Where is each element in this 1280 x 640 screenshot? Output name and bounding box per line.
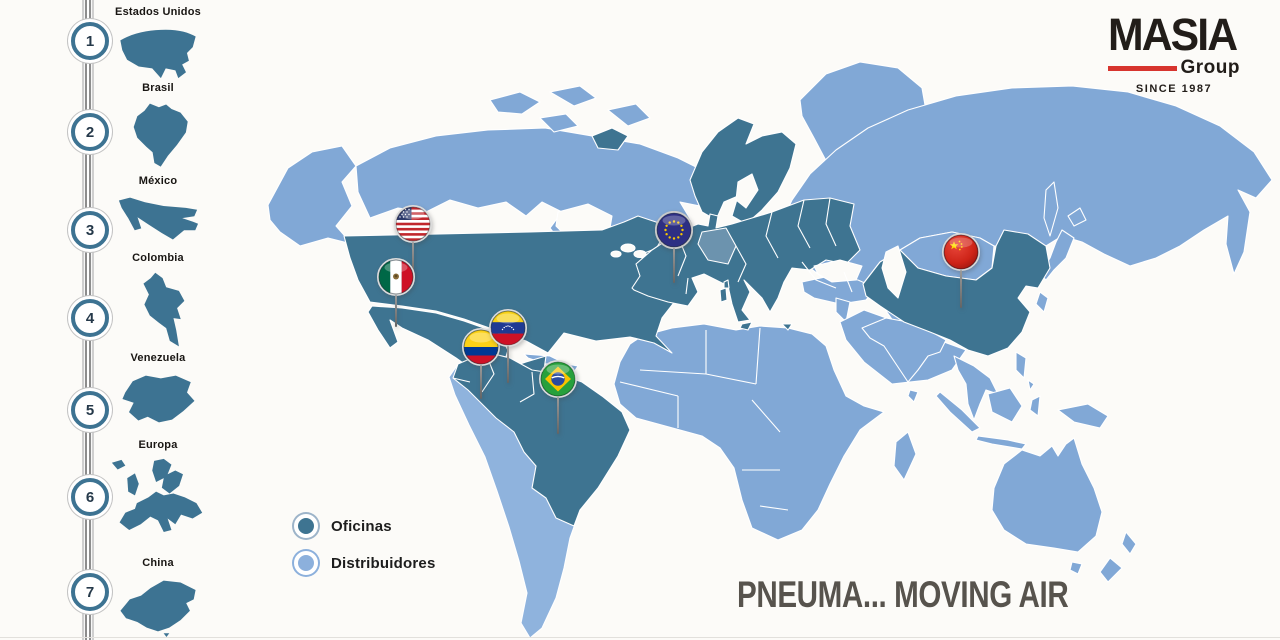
step-7-value: 7 <box>85 583 95 601</box>
logo-since-text: SINCE 1987 <box>1135 83 1213 96</box>
offices-dot-icon <box>294 514 318 538</box>
sidebar-item-china: China <box>106 557 210 637</box>
pin-stick <box>411 242 415 280</box>
silhouette-europa-icon <box>111 458 203 532</box>
map-pin-europa <box>655 211 693 283</box>
step-6-value: 6 <box>85 488 95 506</box>
pin-stick <box>556 397 560 434</box>
legend-distributors-label: Distribuidores <box>331 554 436 572</box>
island-new-guinea <box>1057 403 1109 429</box>
sidebar-label: China <box>142 557 174 569</box>
legend-distributors: Distribuidores <box>294 551 435 575</box>
step-number-3: 3 <box>71 211 109 249</box>
step-2-value: 2 <box>85 123 95 141</box>
step-number-1: 1 <box>71 22 109 60</box>
masia-group-logo: MASIA Group SINCE 1987 <box>1108 9 1240 96</box>
region-new-zealand <box>1121 531 1137 555</box>
sidebar-item-europa: Europa <box>106 439 210 555</box>
map-pin-brasil <box>539 360 577 434</box>
logo-brand-text: MASIA <box>1108 9 1238 60</box>
sidebar-item-estados-unidos: Estados Unidos <box>106 6 210 80</box>
sidebar-item-colombia: Colombia <box>106 252 210 350</box>
map-pin-estados-unidos <box>394 205 432 280</box>
flag-brasil-icon <box>539 360 577 398</box>
map-pin-mexico <box>377 258 415 327</box>
continent-alaska <box>267 145 357 247</box>
flag-europa-icon <box>655 211 693 249</box>
sidebar-item-brasil: Brasil <box>106 82 210 172</box>
silhouette-china-icon <box>120 580 196 637</box>
sidebar-label: Brasil <box>142 82 174 94</box>
step-number-5: 5 <box>71 391 109 429</box>
sidebar-item-venezuela: Venezuela <box>106 352 210 428</box>
silhouette-estados-unidos-icon <box>120 29 196 79</box>
logo-red-line <box>1108 65 1177 71</box>
pin-stick <box>394 295 398 327</box>
continent-africa <box>613 323 885 541</box>
silhouette-brasil-icon <box>133 103 188 167</box>
island-madagascar <box>893 431 917 481</box>
distributors-dot-icon <box>294 551 318 575</box>
step-number-2: 2 <box>71 113 109 151</box>
country-china <box>862 229 1051 357</box>
continent-australia <box>991 437 1103 553</box>
silhouette-venezuela-icon <box>122 375 195 423</box>
step-1-value: 1 <box>85 32 95 50</box>
flag-china-icon <box>942 233 980 271</box>
pin-stick <box>959 270 963 308</box>
step-3-value: 3 <box>85 221 95 239</box>
flag-colombia-icon <box>462 328 500 366</box>
map-pin-venezuela <box>489 309 527 383</box>
region-scandinavia <box>689 117 797 225</box>
sidebar-label: México <box>138 175 178 187</box>
step-number-6: 6 <box>71 478 109 516</box>
flag-estados-unidos-icon <box>394 205 432 243</box>
sidebar-label: Venezuela <box>130 352 186 364</box>
flag-venezuela-icon <box>489 309 527 347</box>
bottom-divider <box>0 637 1280 638</box>
map-pin-colombia <box>462 328 500 399</box>
step-number-4: 4 <box>71 299 109 337</box>
region-iceland <box>591 127 629 151</box>
region-japan <box>1067 207 1087 227</box>
silhouette-mexico-icon <box>118 197 199 240</box>
region-germany <box>697 227 737 265</box>
pin-stick <box>506 346 510 383</box>
sidebar-label: Estados Unidos <box>115 6 201 18</box>
world-map <box>267 61 1273 639</box>
sidebar-label: Colombia <box>132 252 184 264</box>
flag-mexico-icon <box>377 258 415 296</box>
region-indochina <box>953 355 999 421</box>
sidebar-item-mexico: México <box>106 175 210 247</box>
step-number-7: 7 <box>71 573 109 611</box>
step-4-value: 4 <box>85 309 95 327</box>
silhouette-colombia-icon <box>143 272 185 347</box>
step-5-value: 5 <box>85 401 95 419</box>
pin-stick <box>672 248 676 283</box>
legend-offices: Oficinas <box>294 514 392 538</box>
sidebar-label: Europa <box>138 439 178 451</box>
legend-offices-label: Oficinas <box>331 517 392 535</box>
logo-group-text: Group <box>1180 57 1240 79</box>
map-pin-china <box>942 233 980 308</box>
pin-stick <box>479 365 483 399</box>
slogan-text: PNEUMA... MOVING AIR <box>737 574 1069 615</box>
country-united-states <box>343 215 703 354</box>
